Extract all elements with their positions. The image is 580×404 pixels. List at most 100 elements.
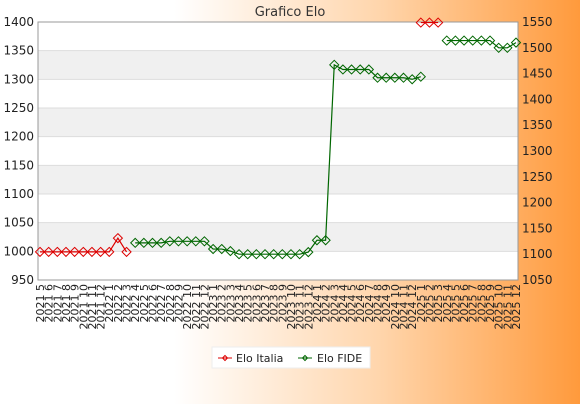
x-tick-label: 2022 1 <box>103 284 116 323</box>
x-tick-label: 2022 4 <box>129 284 142 323</box>
left-tick-label: 1100 <box>3 187 34 201</box>
data-point <box>225 245 236 257</box>
x-tick-label: 2024 4 <box>337 284 350 323</box>
data-point <box>424 17 435 28</box>
legend-label: Elo FIDE <box>317 352 362 365</box>
x-tick-label: 2025 2 <box>423 284 436 323</box>
legend-swatch-marker <box>221 354 229 362</box>
data-point <box>251 248 262 260</box>
x-tick-label: 2023 10 <box>285 284 298 330</box>
x-tick-label: 2025 3 <box>432 284 445 323</box>
plot-frame <box>37 21 519 281</box>
data-point <box>69 246 80 258</box>
data-point <box>389 72 401 83</box>
data-point <box>432 17 444 28</box>
data-point <box>441 35 452 46</box>
plot-band <box>38 165 518 194</box>
data-point <box>268 248 279 260</box>
data-point <box>337 64 349 75</box>
x-tick-label: 2021 6 <box>43 284 56 323</box>
data-point <box>181 236 193 247</box>
data-point <box>216 243 227 255</box>
x-tick-label: 2024 3 <box>328 284 341 323</box>
x-tick-label: 2023 4 <box>233 284 246 323</box>
data-point <box>303 246 314 258</box>
series-elo-italia <box>34 17 444 258</box>
data-point <box>112 232 124 244</box>
x-tick-label: 2025 5 <box>449 284 462 323</box>
left-tick-label: 1000 <box>3 244 34 258</box>
data-point <box>372 72 383 83</box>
data-point <box>60 246 72 258</box>
legend: Elo Italia Elo FIDE <box>211 346 371 369</box>
data-point <box>173 236 184 247</box>
data-point <box>190 236 201 247</box>
data-point <box>458 35 470 46</box>
data-point <box>502 42 513 54</box>
plot-band <box>38 79 518 108</box>
x-tick-label: 2024 9 <box>380 284 393 323</box>
x-tick-label: 2025 8 <box>475 284 488 323</box>
x-tick-label: 2022 8 <box>164 284 177 323</box>
left-tick-label: 950 <box>11 273 34 287</box>
data-point <box>277 248 288 260</box>
data-point <box>34 246 46 258</box>
data-point <box>484 35 496 46</box>
data-point <box>104 246 115 258</box>
x-tick-label: 2022 7 <box>155 284 168 323</box>
data-point <box>415 17 427 28</box>
x-tick-label: 2025 11 <box>501 284 514 330</box>
data-point <box>398 72 409 83</box>
data-point <box>164 236 176 247</box>
right-tick-label: 1150 <box>522 221 553 235</box>
x-tick-label: 2024 6 <box>354 284 367 323</box>
data-point <box>52 246 63 258</box>
left-tick-label: 1150 <box>3 158 34 172</box>
right-tick-label: 1200 <box>522 196 553 210</box>
x-tick-label: 2023 9 <box>276 284 289 323</box>
left-tick-label: 1050 <box>3 216 34 230</box>
x-tick-label: 2021 11 <box>86 284 99 330</box>
right-tick-label: 1050 <box>522 273 553 287</box>
x-tick-label: 2022 10 <box>181 284 194 330</box>
data-point <box>380 72 392 83</box>
legend-swatch-marker <box>301 354 309 362</box>
series-elo-fide <box>129 35 522 260</box>
x-tick-label: 2023 11 <box>294 284 307 330</box>
x-tick-label: 2022 3 <box>121 284 134 323</box>
series-layer <box>34 17 522 260</box>
x-tick-label: 2022 5 <box>138 284 151 323</box>
data-point <box>129 237 141 249</box>
data-point <box>467 35 478 46</box>
plot-band <box>38 136 518 166</box>
right-tick-label: 1550 <box>522 15 553 29</box>
x-tick-label: 2024 8 <box>372 284 385 323</box>
right-tick-label: 1350 <box>522 118 553 132</box>
x-tick-label: 2024 11 <box>397 284 410 330</box>
x-tick-label: 2021 10 <box>77 284 90 330</box>
left-tick-label: 1200 <box>3 130 34 144</box>
x-tick-label: 2023 1 <box>207 284 220 323</box>
data-point <box>406 74 418 85</box>
data-point <box>78 246 89 258</box>
x-tick-label: 2024 10 <box>389 284 402 330</box>
data-point <box>138 237 150 249</box>
x-tick-label: 2021 8 <box>60 284 73 323</box>
left-axis-ticks: 950 1000 1050 1100 1150 1200 1250 1300 1350 1400 <box>3 15 34 287</box>
x-tick-label: 2025 4 <box>441 284 454 323</box>
chart-title: Grafico Elo <box>255 5 326 20</box>
data-point <box>147 237 158 249</box>
plot-band <box>38 50 518 80</box>
legend-label: Elo Italia <box>236 352 283 365</box>
left-tick-label: 1400 <box>3 15 34 29</box>
right-tick-label: 1100 <box>522 247 553 261</box>
x-tick-label: 2022 12 <box>198 284 211 330</box>
x-tick-label: 2024 2 <box>320 284 333 323</box>
x-tick-label: 2025 9 <box>484 284 497 323</box>
data-point <box>155 237 167 249</box>
data-point <box>285 248 297 260</box>
x-tick-label: 2022 2 <box>112 284 125 323</box>
x-tick-label: 2025 6 <box>458 284 471 323</box>
x-tick-label: 2025 7 <box>467 284 480 323</box>
